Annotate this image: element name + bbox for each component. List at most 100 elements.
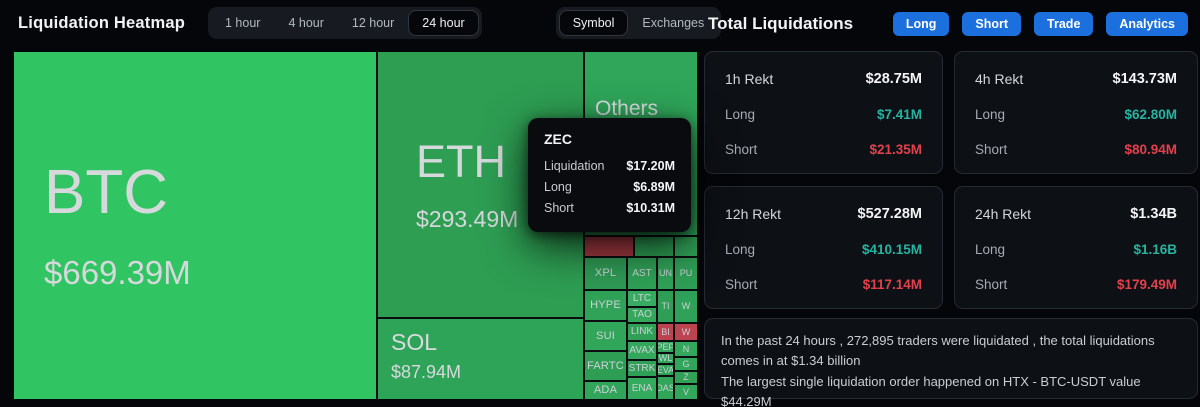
card-long-row: Long $1.16B (975, 242, 1177, 257)
tile-unlabeled[interactable] (635, 237, 673, 256)
rekt-card-24h: 24h Rekt $1.34B Long $1.16B Short $179.49M (954, 186, 1198, 309)
tile-symbol: LTC (632, 292, 652, 304)
card-head-label: 12h Rekt (725, 206, 782, 222)
rekt-card-12h: 12h Rekt $527.28M Long $410.15M Short $117.14… (704, 186, 943, 309)
card-head-value: $1.34B (1130, 206, 1177, 222)
tile-wl[interactable]: WL (658, 354, 673, 363)
card-short-row: Short $117.14M (725, 277, 922, 292)
page-title: Liquidation Heatmap (18, 13, 185, 32)
tile-hype[interactable]: HYPE (585, 291, 626, 320)
tile-symbol: PEP (658, 342, 673, 352)
card-head-row: 12h Rekt $527.28M (725, 206, 922, 222)
card-short-label: Short (725, 142, 758, 157)
card-long-label: Long (725, 107, 756, 122)
tile-symbol: BTC (44, 158, 168, 227)
symbol-exchanges-toggle: Symbol Exchanges (555, 7, 722, 39)
tile-symbol: FARTC (587, 359, 624, 372)
card-long-value: $7.41M (876, 107, 922, 122)
tile-bi[interactable]: BI (658, 324, 673, 340)
summary-line-1: In the past 24 hours , 272,895 traders w… (721, 333, 1155, 369)
tile-symbol: DAS (658, 382, 673, 393)
tile-symbol: PU (679, 268, 693, 278)
tile-avax[interactable]: AVAX (628, 342, 656, 359)
tile-symbol: N (682, 343, 690, 354)
tile-w[interactable]: W (675, 324, 697, 340)
panel-actions: Long Short Trade Analytics (892, 12, 1188, 36)
tile-symbol: ADA (593, 384, 618, 396)
card-head-label: 4h Rekt (975, 71, 1024, 87)
card-head-row: 24h Rekt $1.34B (975, 206, 1177, 222)
time-option-24-hour[interactable]: 24 hour (408, 10, 479, 36)
analytics-button[interactable]: Analytics (1106, 12, 1188, 36)
time-option-4-hour[interactable]: 4 hour (288, 16, 324, 30)
tile-v[interactable]: V (675, 385, 697, 399)
trade-button[interactable]: Trade (1034, 12, 1094, 36)
card-long-value: $62.80M (1124, 107, 1177, 122)
time-option-12-hour[interactable]: 12 hour (351, 16, 395, 30)
tile-strk[interactable]: STRK (628, 361, 656, 376)
tile-symbol: WL (658, 354, 673, 363)
tile-ena[interactable]: ENA (628, 378, 656, 399)
tile-symbol: Others (595, 97, 659, 120)
tile-symbol: SUI (596, 329, 615, 342)
tile-symbol: W (681, 301, 691, 311)
mode-option-symbol[interactable]: Symbol (558, 10, 629, 36)
short-button[interactable]: Short (962, 12, 1022, 36)
tile-symbol: UN (659, 268, 672, 278)
tile-unlabeled[interactable] (585, 237, 633, 256)
tile-g[interactable]: G (675, 358, 697, 370)
card-head-row: 4h Rekt $143.73M (975, 71, 1177, 87)
tile-das[interactable]: DAS (658, 377, 673, 399)
tile-ltc[interactable]: LTC (628, 291, 656, 306)
total-liquidations-panel: Total Liquidations Long Short Trade Analyti… (704, 0, 1198, 407)
tooltip-row-label: Short (544, 201, 574, 215)
tile-symbol: BI (661, 326, 670, 337)
rekt-cards: 1h Rekt $28.75M Long $7.41M Short $21.35M 4h R… (704, 51, 1198, 309)
rekt-card-4h: 4h Rekt $143.73M Long $62.80M Short $80.94M (954, 51, 1198, 174)
card-short-value: $21.35M (869, 142, 922, 157)
tile-fartc[interactable]: FARTC (585, 352, 626, 380)
tile-symbol: EVA (658, 365, 673, 375)
tile-n[interactable]: N (675, 342, 697, 356)
tile-btc[interactable]: BTC $669.39M (14, 52, 376, 399)
tooltip-row-label: Liquidation (544, 159, 605, 173)
card-short-label: Short (725, 277, 758, 292)
tile-ast[interactable]: AST (628, 258, 656, 289)
tile-symbol: G (682, 358, 690, 369)
long-button[interactable]: Long (892, 12, 950, 36)
tile-xpl[interactable]: XPL (585, 258, 626, 289)
tooltip-symbol: ZEC (544, 131, 572, 147)
tile-symbol: V (682, 386, 689, 397)
card-short-value: $117.14M (862, 277, 922, 292)
tooltip-row-value: $17.20M (626, 159, 675, 173)
card-head-label: 24h Rekt (975, 206, 1032, 222)
tile-link[interactable]: LINK (628, 324, 656, 340)
tile-symbol: W (681, 326, 691, 337)
tile-w[interactable]: W (675, 291, 697, 322)
tile-sui[interactable]: SUI (585, 322, 626, 350)
tile-symbol: SOL (391, 329, 438, 355)
tile-eva[interactable]: EVA (658, 365, 673, 375)
time-option-1-hour[interactable]: 1 hour (224, 16, 261, 30)
tile-tao[interactable]: TAO (628, 308, 656, 322)
tile-unlabeled[interactable] (675, 237, 697, 256)
card-long-label: Long (725, 242, 756, 257)
tooltip-row-liquidation: Liquidation $17.20M (544, 159, 675, 173)
tooltip-row-short: Short $10.31M (544, 201, 675, 215)
tile-ti[interactable]: TI (658, 291, 673, 322)
tile-sol[interactable]: SOL $87.94M (378, 319, 583, 399)
card-head-label: 1h Rekt (725, 71, 774, 87)
tile-symbol: ETH (416, 135, 506, 187)
summary-box: In the past 24 hours , 272,895 traders w… (704, 318, 1198, 407)
tile-pep[interactable]: PEP (658, 342, 673, 352)
tile-pu[interactable]: PU (675, 258, 697, 289)
tile-un[interactable]: UN (658, 258, 673, 289)
card-long-value: $410.15M (861, 242, 922, 257)
card-long-value: $1.16B (1133, 242, 1177, 257)
mode-option-exchanges[interactable]: Exchanges (642, 16, 705, 30)
tile-symbol: TAO (632, 309, 652, 320)
tile-ada[interactable]: ADA (585, 382, 626, 399)
tile-z[interactable]: Z (675, 372, 697, 383)
card-head-value: $527.28M (857, 206, 923, 222)
tile-symbol: TI (661, 301, 670, 311)
